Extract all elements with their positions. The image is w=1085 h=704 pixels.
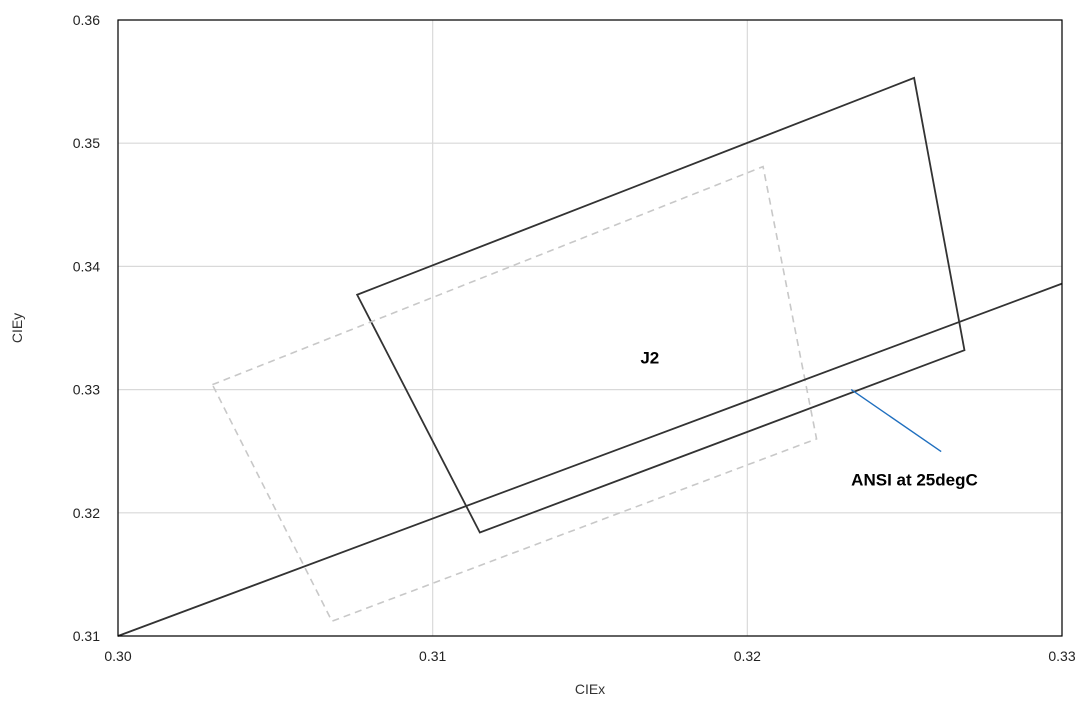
x-tick-label: 0.30 [104, 648, 131, 664]
y-tick-label: 0.32 [73, 505, 100, 521]
y-tick-label: 0.36 [73, 12, 100, 28]
bin-outline [355, 76, 966, 534]
dashed-bin-outline [211, 165, 818, 623]
plot-frame [117, 19, 1063, 637]
annotations: J2 ANSI at 25degC [640, 349, 977, 490]
x-axis-title: CIEx [575, 681, 605, 697]
y-axis-title: CIEy [9, 313, 25, 343]
series-layer [117, 76, 1063, 637]
annotation-leader-line [850, 389, 942, 453]
x-tick-labels: 0.30 0.31 0.32 0.33 [104, 648, 1075, 664]
x-tick-label: 0.32 [734, 648, 761, 664]
x-tick-label: 0.31 [419, 648, 446, 664]
x-tick-label: 0.33 [1048, 648, 1075, 664]
ansi-line [117, 282, 1063, 637]
y-tick-label: 0.35 [73, 135, 100, 151]
y-tick-label: 0.34 [73, 258, 100, 274]
y-tick-labels: 0.31 0.32 0.33 0.34 0.35 0.36 [73, 12, 100, 644]
y-tick-label: 0.31 [73, 628, 100, 644]
y-tick-label: 0.33 [73, 382, 100, 398]
annotation-label: ANSI at 25degC [851, 471, 978, 490]
annotation-label: J2 [640, 349, 659, 368]
